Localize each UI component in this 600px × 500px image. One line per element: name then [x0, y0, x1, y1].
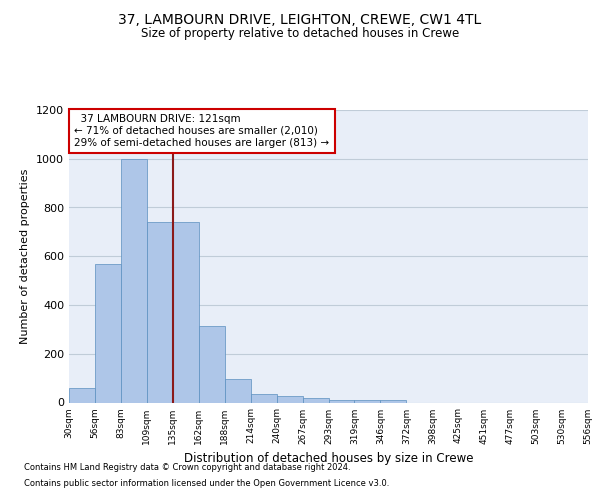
Text: Contains public sector information licensed under the Open Government Licence v3: Contains public sector information licen…: [24, 478, 389, 488]
Bar: [225, 380, 251, 402]
Text: 37, LAMBOURN DRIVE, LEIGHTON, CREWE, CW1 4TL: 37, LAMBOURN DRIVE, LEIGHTON, CREWE, CW1…: [118, 12, 482, 26]
Text: 37 LAMBOURN DRIVE: 121sqm
← 71% of detached houses are smaller (2,010)
29% of se: 37 LAMBOURN DRIVE: 121sqm ← 71% of detac…: [74, 114, 329, 148]
Text: Size of property relative to detached houses in Crewe: Size of property relative to detached ho…: [141, 28, 459, 40]
Bar: [199, 326, 224, 402]
X-axis label: Distribution of detached houses by size in Crewe: Distribution of detached houses by size …: [184, 452, 473, 465]
Y-axis label: Number of detached properties: Number of detached properties: [20, 168, 31, 344]
Bar: [69, 388, 95, 402]
Bar: [121, 159, 147, 402]
Bar: [329, 400, 355, 402]
Bar: [302, 398, 329, 402]
Bar: [251, 394, 277, 402]
Bar: [277, 396, 302, 402]
Bar: [95, 264, 121, 402]
Text: Contains HM Land Registry data © Crown copyright and database right 2024.: Contains HM Land Registry data © Crown c…: [24, 464, 350, 472]
Bar: [173, 222, 199, 402]
Bar: [380, 400, 406, 402]
Bar: [355, 400, 380, 402]
Bar: [147, 222, 173, 402]
